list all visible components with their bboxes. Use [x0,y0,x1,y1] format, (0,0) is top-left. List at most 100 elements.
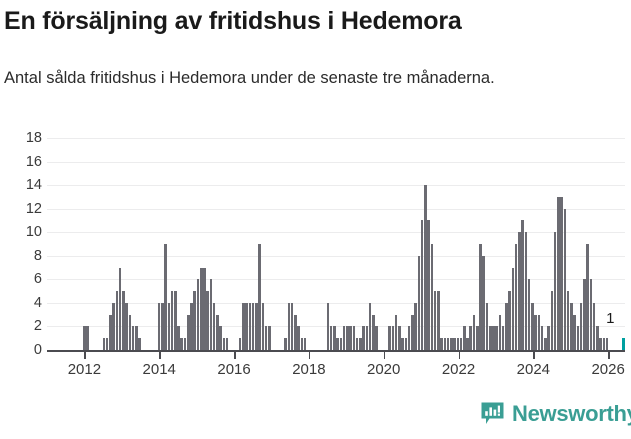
plot-area: 1 [47,138,625,352]
bar [550,291,554,350]
bar [193,291,196,350]
bar [440,338,443,350]
gridline [47,161,625,163]
bar [553,232,557,350]
bar [112,302,115,350]
chart-title: En försäljning av fritidshus i Hedemora [4,7,462,35]
bar [420,220,424,350]
y-axis-tick-label: 4 [33,294,42,311]
x-axis-tick-mark [533,352,535,359]
gridline [47,255,625,257]
bar [135,326,138,350]
bar [264,326,268,350]
bar [164,244,167,350]
bar [427,220,430,350]
x-axis-tick-label: 2012 [67,361,102,378]
bar [573,314,576,350]
bar [209,279,213,350]
bar [602,338,606,350]
bar [605,338,609,350]
y-axis-tick-label: 6 [33,271,42,288]
bar [446,338,450,350]
x-axis-tick-label: 2022 [441,361,476,378]
bar [186,314,190,350]
bar [407,326,411,350]
bar [196,279,200,350]
bar [501,326,505,350]
bar [242,302,245,350]
bar [453,338,456,350]
bar [125,302,128,350]
bar [450,338,453,350]
x-axis-tick-mark [608,352,610,359]
bar [544,338,547,350]
x-axis-tick-mark [383,352,386,359]
bar [527,279,531,350]
bar [170,291,174,350]
gridline [47,232,625,234]
bar [430,244,434,350]
bar [255,302,258,350]
y-axis-tick-label: 8 [33,247,42,264]
x-axis-baseline [47,350,625,352]
bar [297,326,300,350]
bar [336,338,339,350]
bar [456,338,460,350]
bar [508,291,511,350]
y-axis-tick-label: 12 [25,200,42,217]
newsworthy-wordmark: Newsworthy [512,400,631,426]
bar [203,267,206,350]
bar [83,326,86,350]
bar [488,326,492,350]
bar [225,338,229,350]
bar [138,338,141,350]
bar [206,291,209,350]
bar [105,338,109,350]
bar [102,338,106,350]
x-axis-tick-mark [84,352,86,359]
x-axis-tick-label: 2024 [516,361,551,378]
bar [342,326,346,350]
x-axis-tick-label: 2020 [367,361,401,378]
bar [375,326,378,350]
bar [479,244,482,350]
bar [560,196,563,350]
bar [576,326,580,350]
bar-value-label: 1 [606,310,615,328]
bar [183,338,187,350]
bar [579,302,583,350]
y-axis-tick-label: 2 [33,318,42,335]
bar [592,302,596,350]
bar [462,326,466,350]
bar [498,314,502,350]
bar [180,338,184,350]
newsworthy-logo[interactable]: Newsworthy [480,401,631,426]
y-axis-tick-label: 14 [25,177,42,194]
bar [222,338,226,350]
bar [566,291,570,350]
bar [563,208,567,350]
gridline [47,138,625,139]
bar [391,326,395,350]
bar [115,291,119,350]
bar [359,338,362,350]
bar [199,267,203,350]
bar [511,267,515,350]
x-axis-tick-label: 2016 [217,361,251,378]
x-axis-tick-label: 2018 [292,361,326,378]
bar [355,338,359,350]
y-axis: 0 2 4 6 8 10 12 14 16 18 [0,131,42,358]
x-axis: 2012 2014 2016 2018 2020 2022 2024 2026 [47,352,625,386]
bar [388,326,391,350]
bar [190,302,193,350]
bar [339,338,343,350]
bar [326,302,330,350]
bar [394,314,398,350]
bar [329,326,333,350]
bar [475,326,479,350]
bar [86,326,89,350]
bar [547,326,550,350]
bar [433,291,437,350]
bar [534,314,537,350]
